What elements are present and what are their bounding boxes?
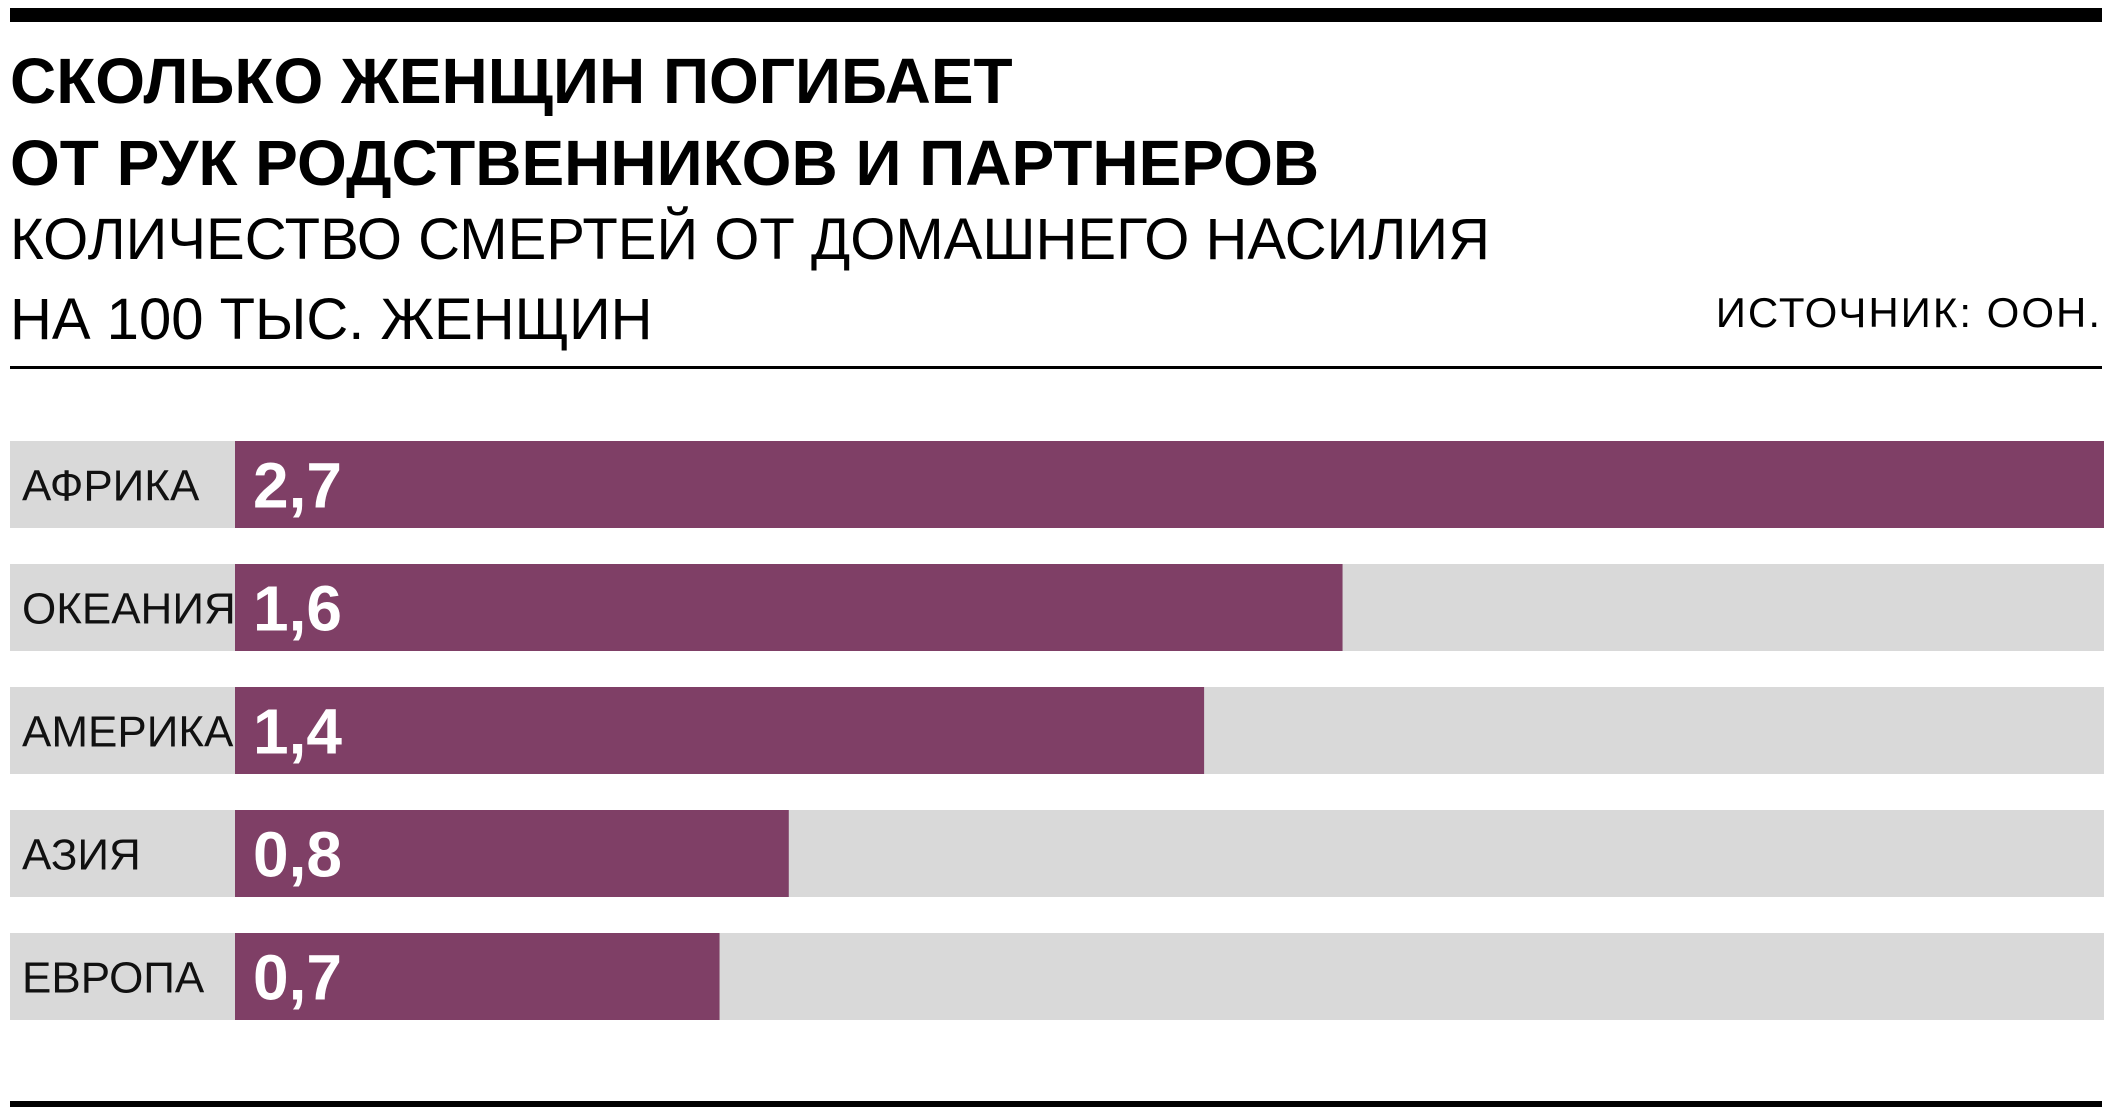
bar-4 bbox=[235, 933, 720, 1020]
bar-2 bbox=[235, 687, 1205, 774]
top-rule bbox=[10, 8, 2102, 22]
header-divider bbox=[10, 366, 2102, 369]
category-label-0: АФРИКА bbox=[22, 462, 200, 511]
bar-3 bbox=[235, 810, 789, 897]
value-label-1: 1,6 bbox=[253, 573, 342, 645]
value-label-2: 1,4 bbox=[253, 696, 342, 768]
chart-title-line-1: СКОЛЬКО ЖЕНЩИН ПОГИБАЕТ bbox=[10, 45, 1013, 117]
category-label-3: АЗИЯ bbox=[22, 831, 141, 880]
chart-title-line-2: ОТ РУК РОДСТВЕННИКОВ И ПАРТНЕРОВ bbox=[10, 127, 1320, 199]
category-label-1: ОКЕАНИЯ bbox=[22, 585, 236, 634]
value-label-4: 0,7 bbox=[253, 942, 342, 1014]
bar-0 bbox=[235, 441, 2104, 528]
category-label-2: АМЕРИКА bbox=[22, 708, 234, 757]
source-note: ИСТОЧНИК: ООН. bbox=[1715, 289, 2102, 336]
category-label-4: ЕВРОПА bbox=[22, 954, 205, 1003]
chart-subtitle-line-1: КОЛИЧЕСТВО СМЕРТЕЙ ОТ ДОМАШНЕГО НАСИЛИЯ bbox=[10, 207, 1490, 272]
chart-title: СКОЛЬКО ЖЕНЩИН ПОГИБАЕТ ОТ РУК РОДСТВЕНН… bbox=[10, 40, 2102, 204]
chart-subtitle: КОЛИЧЕСТВО СМЕРТЕЙ ОТ ДОМАШНЕГО НАСИЛИЯ … bbox=[10, 200, 1490, 360]
value-label-0: 2,7 bbox=[253, 450, 342, 522]
value-label-3: 0,8 bbox=[253, 819, 342, 891]
chart-subtitle-line-2: НА 100 ТЫС. ЖЕНЩИН bbox=[10, 287, 653, 352]
bottom-rule bbox=[10, 1101, 2102, 1107]
bar-1 bbox=[235, 564, 1343, 651]
